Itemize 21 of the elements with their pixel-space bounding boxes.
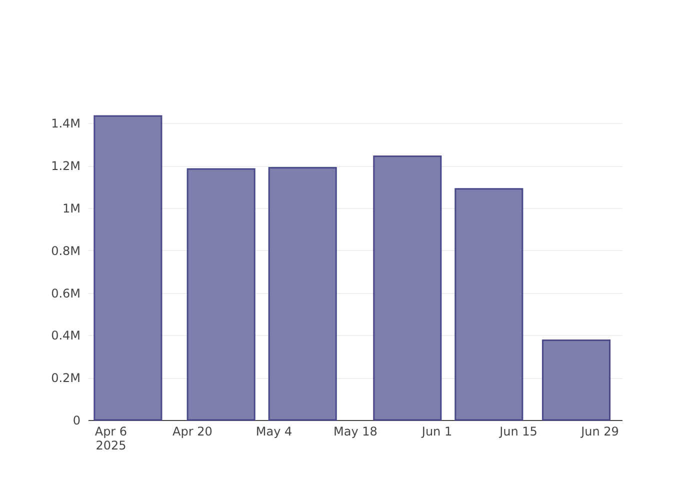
x-tick-label: May 18: [334, 424, 378, 438]
bar: [542, 340, 611, 421]
y-tick-label: 1.2M: [51, 159, 80, 174]
y-tick-label: 0.4M: [51, 328, 80, 343]
y-tick-label: 0.8M: [51, 244, 80, 258]
y-tick-label: 0.2M: [51, 371, 80, 386]
x-tick-label: Apr 20: [172, 424, 212, 438]
bar: [373, 156, 442, 421]
y-tick-label: 1M: [62, 202, 80, 216]
x-tick-label: May 4: [256, 424, 292, 438]
bar: [94, 115, 162, 421]
y-tick-label: 1.4M: [51, 116, 80, 131]
x-tick-label: Jun 1: [420, 424, 452, 438]
x-tick-label: Jun 29: [580, 424, 619, 438]
x-tick-label: Jun 15: [498, 424, 538, 438]
y-tick-label: 0: [72, 414, 80, 428]
bar: [268, 166, 337, 421]
bar: [454, 188, 524, 421]
bar: [186, 168, 256, 421]
y-tick-label: 0.6M: [51, 286, 80, 300]
x-tick-label: Apr 6 2025: [94, 424, 128, 452]
